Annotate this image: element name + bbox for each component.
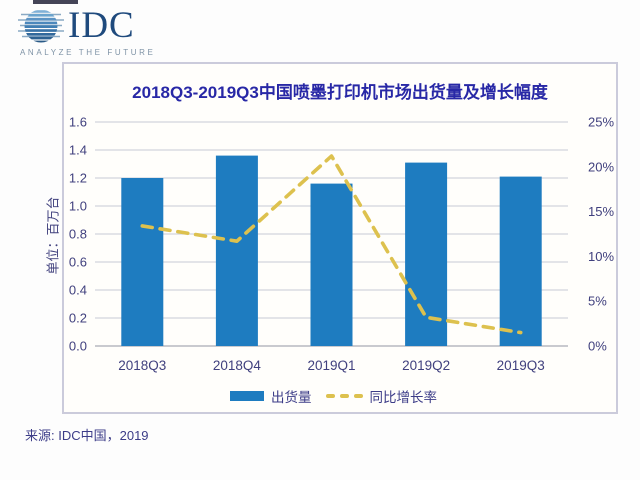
y-left-tick: 0.2 (69, 311, 87, 326)
bar (310, 183, 353, 346)
legend-bar-swatch (230, 391, 264, 401)
x-tick-label: 2019Q3 (497, 358, 545, 373)
idc-globe-icon (18, 10, 64, 43)
y-left-tick: 1.2 (69, 171, 87, 186)
logo-tagline: ANALYZE THE FUTURE (20, 48, 156, 57)
y-right-tick: 0% (588, 339, 607, 354)
chart-card: 2018Q3-2019Q3中国喷墨打印机市场出货量及增长幅度 0.0 0.2 0.4… (62, 62, 618, 414)
y-right-tick: 15% (588, 204, 614, 219)
idc-logo: IDC ANALYZE THE FUTURE (18, 6, 178, 57)
x-tick-label: 2018Q4 (213, 358, 262, 373)
bar (121, 178, 164, 346)
x-tick-label: 2019Q1 (307, 358, 355, 373)
legend-label-growth: 同比增长率 (369, 390, 438, 405)
y-left-tick: 0.6 (69, 255, 87, 270)
y-left-tick: 1.6 (69, 115, 87, 130)
bar (215, 155, 258, 346)
y-left-tick: 0.8 (69, 227, 87, 242)
chart-plot: 0.0 0.2 0.4 0.6 0.8 1.0 1.2 1.4 1.6 0% 5% 10% 15% 20%… (69, 115, 615, 374)
legend-item-growth: 同比增长率 (325, 386, 438, 406)
y-left-tick: 1.0 (69, 199, 87, 214)
logo-text: IDC (68, 4, 135, 46)
source-note: 来源: IDC中国，2019 (25, 428, 149, 443)
y-right-tick: 5% (588, 294, 607, 309)
chart-title: 2018Q3-2019Q3中国喷墨打印机市场出货量及增长幅度 (132, 83, 548, 102)
y-left-tick: 1.4 (69, 143, 87, 158)
y-left-tick: 0.4 (69, 283, 87, 298)
y-right-tick: 20% (588, 159, 614, 174)
bar (499, 176, 542, 346)
logo-row: IDC (18, 6, 178, 46)
y-right-tick: 25% (588, 115, 614, 130)
bar (405, 162, 448, 346)
growth-line (140, 154, 523, 335)
top-edge-artifact (33, 0, 78, 4)
legend-line-swatch (325, 394, 363, 398)
chart-legend: 出货量 同比增长率 (97, 386, 570, 406)
y-right-tick: 10% (588, 249, 614, 264)
y-axis-label: 单位：百万台 (45, 196, 61, 275)
x-tick-label: 2018Q3 (118, 358, 166, 373)
y-left-tick: 0.0 (69, 339, 87, 354)
x-tick-label: 2019Q2 (402, 358, 450, 373)
legend-item-shipments: 出货量 (230, 386, 312, 406)
legend-label-shipments: 出货量 (271, 390, 312, 405)
